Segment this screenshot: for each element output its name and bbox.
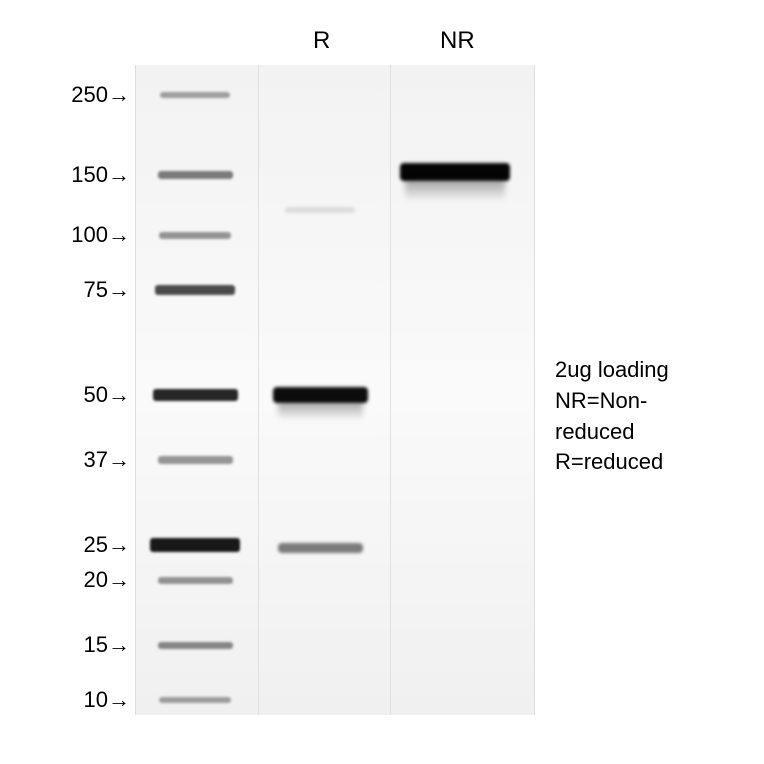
arrow-icon: → (108, 162, 130, 188)
ladder-band-20 (158, 577, 233, 584)
arrow-icon: → (108, 82, 130, 108)
mw-label-100: 100→ (71, 222, 130, 248)
arrow-icon: → (108, 447, 130, 473)
arrow-icon: → (108, 277, 130, 303)
annotation-line: NR=Non- (555, 386, 669, 417)
mw-label-10: 10→ (84, 687, 130, 713)
lane-label-reduced: R (313, 27, 330, 55)
band-smear (405, 179, 505, 201)
ladder-band-25 (150, 538, 240, 552)
lane-divider (390, 65, 391, 715)
mw-label-50: 50→ (84, 382, 130, 408)
ladder-band-75 (155, 285, 235, 295)
mw-label-250: 250→ (71, 82, 130, 108)
lane-divider (258, 65, 259, 715)
arrow-icon: → (108, 532, 130, 558)
mw-label-20: 20→ (84, 567, 130, 593)
annotation-line: reduced (555, 417, 669, 448)
arrow-icon: → (108, 632, 130, 658)
mw-label-150: 150→ (71, 162, 130, 188)
sample-band (278, 543, 363, 553)
mw-label-75: 75→ (84, 277, 130, 303)
mw-label-37: 37→ (84, 447, 130, 473)
ladder-band-50 (153, 389, 238, 401)
sample-band (285, 207, 355, 213)
ladder-band-15 (158, 642, 233, 649)
ladder-band-100 (159, 232, 231, 239)
annotation-line: R=reduced (555, 447, 669, 478)
loading-annotation: 2ug loadingNR=Non-reducedR=reduced (555, 355, 669, 478)
arrow-icon: → (108, 382, 130, 408)
mw-label-15: 15→ (84, 632, 130, 658)
mw-label-25: 25→ (84, 532, 130, 558)
lane-label-nonreduced: NR (440, 27, 475, 55)
ladder-band-37 (158, 456, 233, 464)
ladder-band-10 (159, 697, 231, 703)
arrow-icon: → (108, 222, 130, 248)
ladder-band-150 (158, 171, 233, 179)
arrow-icon: → (108, 567, 130, 593)
ladder-band-250 (160, 92, 230, 98)
annotation-line: 2ug loading (555, 355, 669, 386)
arrow-icon: → (108, 687, 130, 713)
band-smear (278, 401, 363, 420)
